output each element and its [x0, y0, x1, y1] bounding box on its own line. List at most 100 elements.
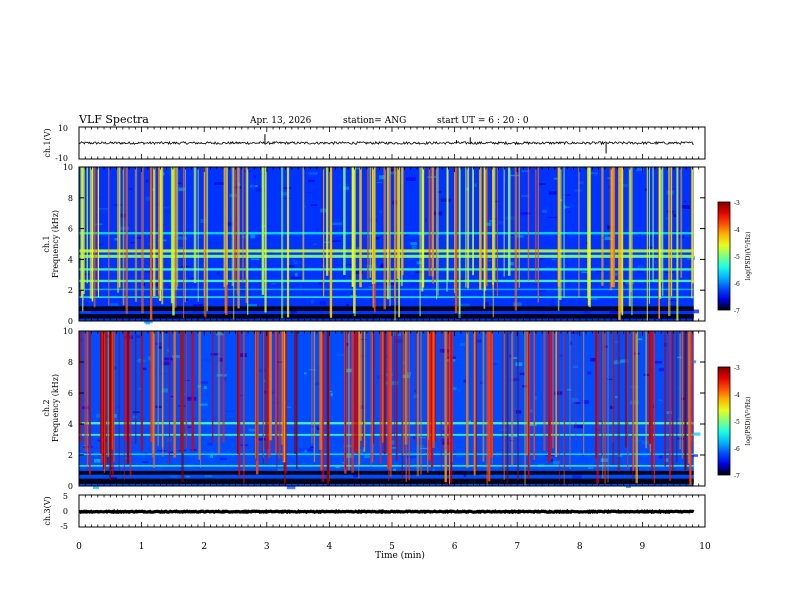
spec1-patch	[143, 320, 153, 324]
spec2-sferic	[381, 331, 384, 443]
spec1-patch	[687, 256, 695, 260]
spec1-patch	[498, 221, 504, 225]
spec1-patch	[287, 265, 295, 268]
spec1-patch	[410, 281, 417, 286]
spec1-patch	[637, 265, 644, 268]
spec1-sferic	[206, 167, 209, 312]
spec1-patch	[291, 276, 302, 280]
spec2-sferic	[552, 331, 554, 449]
spec2-sferic	[152, 331, 156, 469]
spec2-sferic	[408, 331, 410, 481]
spec1-patch	[410, 242, 418, 246]
spec1-patch	[145, 179, 149, 183]
spec2-sferic	[262, 331, 264, 465]
spec2-patch	[570, 332, 579, 334]
spec1-patch	[542, 209, 547, 213]
spec1-sferic	[691, 167, 693, 299]
spec2-band-2	[79, 465, 694, 467]
spec2-patch	[335, 466, 340, 469]
spec2-patch	[691, 454, 698, 457]
spec1-sferic	[588, 167, 591, 308]
spec2-patch	[204, 475, 213, 478]
spec1-patch	[474, 183, 477, 187]
spec1-sferic	[612, 167, 616, 288]
spec1-patch	[375, 292, 378, 295]
spec1-patch	[588, 297, 598, 300]
spec2-patch	[186, 426, 194, 428]
spec1-patch	[178, 247, 184, 251]
spec2-patch	[522, 384, 530, 388]
spec1-band-3	[79, 288, 694, 291]
spec2-patch	[361, 483, 370, 486]
ch1-spikes	[264, 134, 607, 154]
spec1-ytick-label-1: 2	[68, 286, 73, 295]
spec1-sferic	[557, 167, 560, 311]
spec2-patch	[345, 455, 354, 458]
spec1-patch	[81, 273, 91, 276]
spec1-sferic	[692, 167, 694, 284]
spec2-sferic	[274, 331, 277, 454]
spec2-sferic	[363, 331, 366, 452]
spec2-sferic	[617, 331, 621, 473]
spec2-sferic	[543, 331, 546, 451]
spec1-band-1	[79, 306, 694, 311]
spec2-patch	[588, 467, 594, 469]
spec2-patch	[615, 395, 618, 399]
colorbar-ch2-label: log(PSD)(V²/Hz)	[745, 397, 752, 446]
spec2-sferic	[371, 331, 374, 463]
spec2-patch	[637, 338, 643, 341]
spec2-patch	[655, 361, 663, 364]
spec2-patch	[406, 456, 416, 459]
start-time-label: start UT = 6 : 20 : 0	[437, 116, 529, 126]
spec1-patch	[164, 210, 171, 214]
spec2-patch	[604, 345, 608, 348]
spec1-patch	[630, 303, 640, 305]
spec2-sferic	[432, 331, 435, 442]
spec2-patch	[658, 399, 663, 402]
spec2-patch	[419, 447, 429, 450]
colorbar-ch1: -3 -4 -5 -6 -7 log(PSD)(V²/Hz)	[717, 200, 752, 315]
spec2-sferic	[109, 331, 111, 480]
spec2-sferic	[433, 331, 437, 442]
spec2-sferic	[129, 331, 132, 477]
spec1-patch	[484, 302, 489, 306]
spec1-patch	[299, 203, 304, 205]
spec2-patch	[509, 354, 513, 358]
spec2-sferic	[676, 331, 678, 463]
spec1-sferic	[480, 167, 482, 280]
spec1-patch	[393, 257, 399, 261]
spec2-sferic	[123, 331, 125, 481]
spec1-patch	[280, 192, 289, 196]
spec1-sferic	[400, 167, 403, 287]
spec1-sferic	[431, 167, 434, 284]
spec1-sferic	[193, 167, 197, 283]
spec2-sferic	[445, 331, 448, 451]
spec1-sferic	[401, 167, 404, 276]
spec1-sferic	[353, 167, 356, 317]
ch3-waveform-trace	[78, 508, 695, 515]
spec1-patch	[240, 288, 248, 293]
spec2-sferic	[296, 331, 298, 469]
spec1-patch	[614, 252, 618, 257]
spec2-patch	[270, 391, 278, 394]
spec2-patch	[519, 372, 526, 376]
spec1-patch	[647, 230, 654, 232]
spec2-sferic	[86, 331, 89, 467]
spec1-patch	[609, 310, 619, 314]
ch2-spectrogram-yticks: 0 2 4 6 8 10	[63, 327, 705, 491]
spec1-patch	[303, 205, 307, 208]
spec2-sferic	[211, 331, 214, 444]
spec1-patch	[253, 175, 256, 179]
x-tick-label-1: 1	[139, 542, 145, 552]
spec1-sferic	[394, 167, 396, 302]
colorbar-ch1-tick-m5: -5	[734, 254, 740, 261]
spec1-patch	[185, 298, 189, 301]
spec2-sferic	[440, 331, 442, 468]
spec2-sferic	[583, 331, 585, 455]
spec1-patch	[308, 172, 318, 175]
spec1-sferic	[236, 167, 238, 295]
spec2-patch	[138, 388, 141, 390]
spec2-patch	[388, 447, 398, 449]
spec1-sferic	[264, 167, 267, 313]
spec2-patch	[148, 356, 152, 361]
